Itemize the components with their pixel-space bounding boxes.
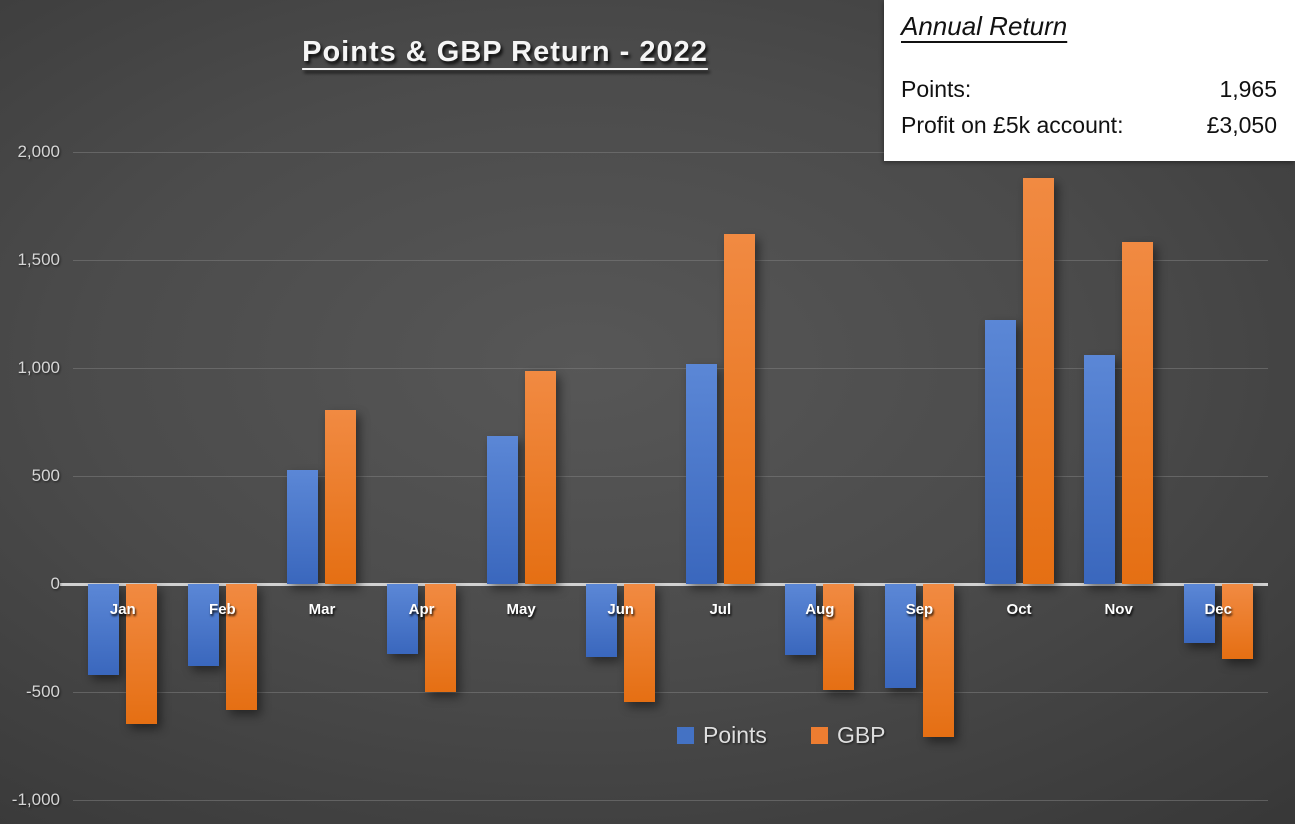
bar-gbp-mar bbox=[325, 410, 357, 584]
legend-item-points: Points bbox=[677, 722, 767, 749]
bar-gbp-aug bbox=[823, 584, 855, 690]
annual-return-row-points: Points: 1,965 bbox=[901, 71, 1277, 107]
y-axis-tick-label: 1,000 bbox=[17, 358, 60, 377]
zero-axis-tick bbox=[60, 583, 73, 586]
annual-points-value: 1,965 bbox=[1219, 76, 1277, 102]
gridline-2000 bbox=[73, 152, 1268, 153]
annual-return-heading: Annual Return bbox=[901, 11, 1068, 41]
bar-points-feb bbox=[187, 584, 219, 667]
bar-points-jul bbox=[685, 363, 717, 584]
bar-gbp-nov bbox=[1122, 241, 1154, 584]
bar-points-sep bbox=[884, 584, 916, 688]
bar-points-jun bbox=[586, 584, 618, 658]
y-axis-tick-label: 2,000 bbox=[17, 142, 60, 161]
gridline-1000 bbox=[73, 368, 1268, 369]
x-axis-label-jul: Jul bbox=[709, 601, 732, 618]
bar-gbp-sep bbox=[922, 584, 954, 738]
gbp-legend-swatch-icon bbox=[810, 727, 828, 744]
gridline-1500 bbox=[73, 260, 1268, 261]
legend-item-gbp: GBP bbox=[810, 722, 886, 749]
x-axis-label-may: May bbox=[506, 601, 536, 618]
annual-profit-label: Profit on £5k account: bbox=[901, 112, 1124, 138]
x-axis-label-jun: Jun bbox=[607, 601, 635, 618]
gridline-0 bbox=[73, 583, 1268, 586]
y-axis-tick-label: 1,500 bbox=[17, 250, 60, 269]
gridline--1000 bbox=[73, 800, 1268, 801]
x-axis-label-oct: Oct bbox=[1006, 601, 1032, 618]
x-axis-label-nov: Nov bbox=[1104, 601, 1133, 618]
x-axis-label-jan: Jan bbox=[109, 601, 136, 618]
bar-gbp-dec bbox=[1221, 584, 1253, 659]
legend-label: Points bbox=[703, 722, 767, 748]
points-legend-swatch-icon bbox=[677, 727, 694, 744]
bar-gbp-jan bbox=[126, 584, 158, 725]
x-axis-label-mar: Mar bbox=[308, 601, 336, 618]
chart-title: Points & GBP Return - 2022 bbox=[302, 36, 708, 68]
y-axis-tick-label: 500 bbox=[31, 466, 60, 485]
legend: Points GBP bbox=[677, 722, 886, 749]
annual-return-row-profit: Profit on £5k account: £3,050 bbox=[901, 107, 1277, 143]
gridline--500 bbox=[73, 692, 1268, 693]
bar-points-oct bbox=[984, 320, 1016, 584]
y-axis-tick-label: -500 bbox=[25, 682, 60, 701]
x-axis-label-feb: Feb bbox=[209, 601, 236, 618]
bar-points-nov bbox=[1084, 355, 1116, 584]
bar-gbp-may bbox=[524, 371, 556, 584]
x-axis-label-aug: Aug bbox=[805, 601, 835, 618]
bar-points-mar bbox=[287, 469, 319, 584]
x-axis-label-dec: Dec bbox=[1204, 601, 1232, 618]
bar-points-apr bbox=[387, 584, 419, 655]
bar-points-aug bbox=[785, 584, 817, 656]
bar-points-dec bbox=[1183, 584, 1215, 644]
bar-gbp-feb bbox=[225, 584, 257, 711]
gridline-500 bbox=[73, 476, 1268, 477]
annual-profit-value: £3,050 bbox=[1206, 112, 1277, 138]
annual-return-panel: Annual Return Points: 1,965 Profit on £5… bbox=[884, 0, 1295, 161]
x-axis-label-apr: Apr bbox=[408, 601, 435, 618]
bar-gbp-oct bbox=[1022, 177, 1054, 584]
y-axis-tick-label: -1,000 bbox=[11, 790, 60, 809]
bar-gbp-jun bbox=[624, 584, 656, 702]
legend-label: GBP bbox=[836, 722, 886, 748]
plot-area: 2,000 1,500 1,000 500 0 -500 -1,000 Jan Feb Mar Ap… bbox=[12, 142, 1268, 809]
annual-points-label: Points: bbox=[901, 76, 972, 102]
x-axis-label-sep: Sep bbox=[905, 601, 934, 618]
bar-points-jan bbox=[88, 584, 120, 675]
bar-gbp-jul bbox=[723, 234, 755, 584]
bar-gbp-apr bbox=[425, 584, 457, 692]
y-axis-tick-label: 0 bbox=[50, 574, 60, 593]
bar-points-may bbox=[486, 436, 518, 584]
